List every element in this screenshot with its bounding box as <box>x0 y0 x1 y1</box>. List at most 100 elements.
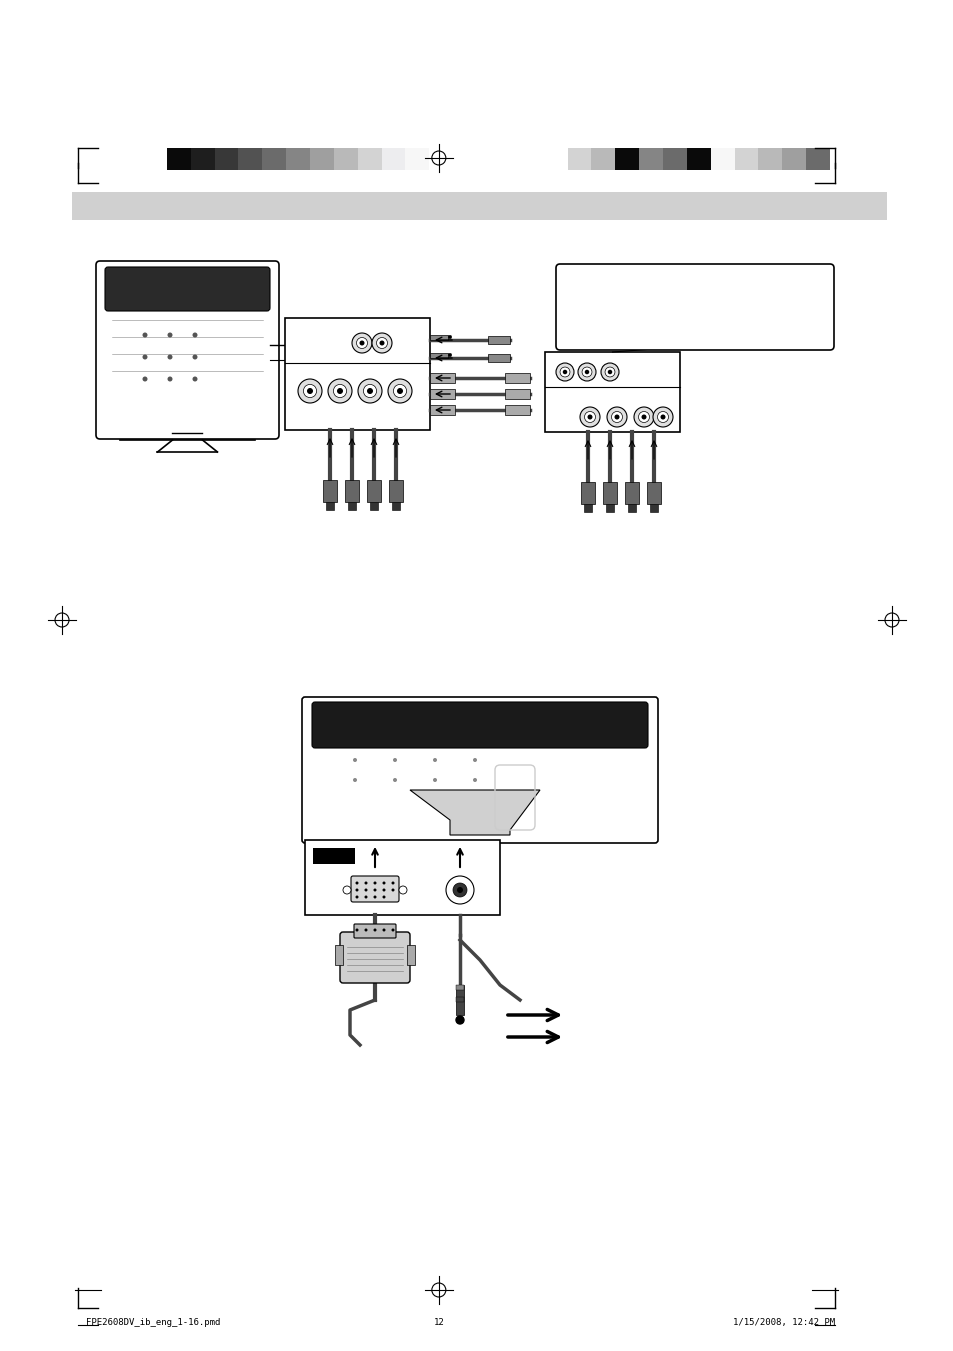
Circle shape <box>581 367 591 377</box>
Circle shape <box>307 388 313 394</box>
Bar <box>191 149 214 170</box>
Circle shape <box>393 385 406 397</box>
Circle shape <box>453 884 467 897</box>
Bar <box>262 149 286 170</box>
Bar <box>627 504 636 512</box>
Circle shape <box>433 758 436 762</box>
Text: YUV IN: YUV IN <box>365 419 389 424</box>
Bar <box>615 149 639 170</box>
Circle shape <box>446 875 474 904</box>
Circle shape <box>393 778 396 782</box>
Circle shape <box>606 407 626 427</box>
Circle shape <box>364 896 367 898</box>
Circle shape <box>657 412 668 423</box>
Circle shape <box>556 363 574 381</box>
Bar <box>583 504 592 512</box>
Circle shape <box>376 338 387 349</box>
Circle shape <box>634 407 654 427</box>
Circle shape <box>364 881 367 885</box>
Circle shape <box>355 881 358 885</box>
Bar <box>389 480 402 503</box>
Circle shape <box>168 377 172 381</box>
Text: With component video output: With component video output <box>621 292 767 303</box>
Circle shape <box>359 340 364 346</box>
Circle shape <box>559 367 569 377</box>
Text: MONITOR: MONITOR <box>347 850 402 861</box>
Circle shape <box>374 896 376 898</box>
Bar <box>430 373 455 382</box>
Bar <box>407 944 415 965</box>
Circle shape <box>652 407 672 427</box>
Circle shape <box>336 388 343 394</box>
Circle shape <box>587 415 592 420</box>
Circle shape <box>391 889 395 892</box>
Circle shape <box>640 415 646 420</box>
Bar <box>758 149 781 170</box>
Circle shape <box>355 889 358 892</box>
Circle shape <box>604 367 615 377</box>
Bar <box>313 848 355 865</box>
Bar <box>488 336 510 345</box>
Text: COMPONENT
VIDEO OUT: COMPONENT VIDEO OUT <box>550 417 584 428</box>
Circle shape <box>355 928 358 931</box>
Bar <box>488 354 510 362</box>
Text: COMPONENT
VIDEO IN: COMPONENT VIDEO IN <box>290 413 331 424</box>
Circle shape <box>193 332 197 338</box>
Text: (Digital Cable Box*,: (Digital Cable Box*, <box>646 304 742 313</box>
Circle shape <box>396 388 402 394</box>
Circle shape <box>374 881 376 885</box>
Circle shape <box>364 889 367 892</box>
FancyBboxPatch shape <box>312 703 647 748</box>
Circle shape <box>343 886 351 894</box>
Circle shape <box>393 758 396 762</box>
Circle shape <box>607 370 612 374</box>
Text: 1/15/2008, 12:42 PM: 1/15/2008, 12:42 PM <box>732 1319 834 1327</box>
Circle shape <box>600 363 618 381</box>
Text: PC IN: PC IN <box>320 851 347 861</box>
Circle shape <box>303 385 316 397</box>
Text: Satellite Receiver* or: Satellite Receiver* or <box>642 316 746 326</box>
Circle shape <box>374 928 376 931</box>
Text: external over-the-air HD-Tuner): external over-the-air HD-Tuner) <box>618 328 770 338</box>
Circle shape <box>355 896 358 898</box>
Bar <box>326 503 334 509</box>
Circle shape <box>456 1016 463 1024</box>
Circle shape <box>168 354 172 359</box>
Circle shape <box>578 363 596 381</box>
Bar <box>605 504 614 512</box>
Bar <box>310 149 334 170</box>
Bar <box>367 480 380 503</box>
Bar <box>734 149 758 170</box>
Bar <box>504 373 530 382</box>
Bar <box>781 149 805 170</box>
Circle shape <box>328 380 352 403</box>
Bar <box>646 482 660 504</box>
Text: Y: Y <box>308 405 312 409</box>
Circle shape <box>357 380 381 403</box>
Circle shape <box>448 335 452 339</box>
Bar <box>649 504 658 512</box>
Bar <box>381 149 405 170</box>
Bar <box>345 480 358 503</box>
Circle shape <box>473 758 476 762</box>
Circle shape <box>388 380 412 403</box>
Circle shape <box>391 928 395 931</box>
Polygon shape <box>410 790 539 835</box>
Bar <box>285 317 430 430</box>
Circle shape <box>433 778 436 782</box>
Bar <box>334 149 357 170</box>
Bar <box>456 997 463 1002</box>
Bar <box>567 149 591 170</box>
Circle shape <box>333 385 346 397</box>
Circle shape <box>382 889 385 892</box>
Bar <box>686 149 710 170</box>
Bar <box>348 503 355 509</box>
Circle shape <box>142 354 148 359</box>
Bar <box>214 149 238 170</box>
Circle shape <box>638 412 649 423</box>
Circle shape <box>584 370 589 374</box>
Text: FPE2608DV_ib_eng_1-16.pmd: FPE2608DV_ib_eng_1-16.pmd <box>86 1319 220 1327</box>
Bar <box>305 840 499 915</box>
Circle shape <box>379 340 384 346</box>
Circle shape <box>168 332 172 338</box>
